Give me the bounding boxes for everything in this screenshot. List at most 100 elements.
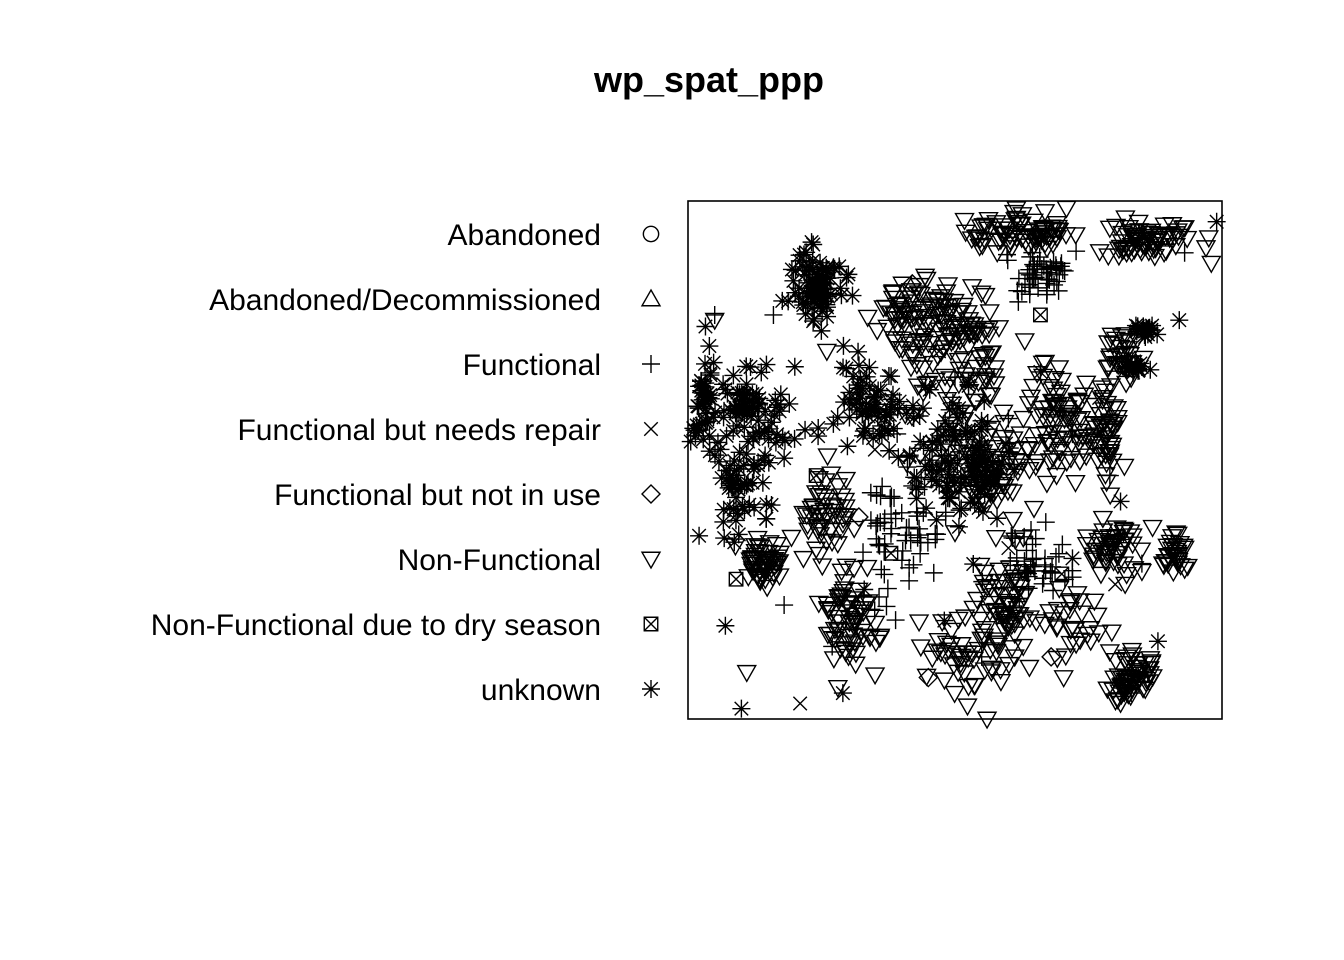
asterisk-point	[729, 480, 748, 499]
circle-legend-symbol	[642, 225, 660, 243]
plus-point	[1100, 466, 1119, 485]
triangle-down-point	[962, 645, 983, 664]
legend-label: Functional but needs repair	[237, 414, 601, 447]
triangle-down-point	[1195, 240, 1217, 259]
triangle-down-point	[810, 485, 832, 504]
asterisk-point	[817, 295, 836, 314]
triangle-down-point	[851, 623, 872, 642]
asterisk-point	[782, 260, 801, 279]
triangle-down-point	[1046, 453, 1068, 472]
triangle-down-point	[1168, 551, 1189, 570]
triangle-down-point	[1133, 238, 1155, 256]
asterisk-point	[696, 388, 715, 407]
triangle-down-point	[973, 628, 995, 647]
asterisk-point	[734, 456, 753, 475]
triangle-down-point	[982, 470, 1004, 489]
triangle-down-point	[961, 316, 982, 335]
asterisk-point	[770, 402, 789, 421]
diamond-legend-symbol	[641, 484, 661, 504]
triangle-down-point	[1098, 248, 1119, 267]
triangle-down-point	[981, 660, 1003, 679]
triangle-down-point	[888, 296, 910, 315]
triangle-down-point	[1049, 581, 1070, 599]
plus-point	[1025, 562, 1044, 581]
asterisk-point	[835, 393, 854, 412]
triangle-down-point	[1120, 524, 1141, 543]
triangle-down-point	[1111, 329, 1133, 347]
triangle-down-point	[974, 662, 995, 681]
asterisk-point	[727, 416, 746, 435]
triangle-down-point	[987, 245, 1008, 264]
triangle-down-point	[909, 333, 930, 352]
triangle-down-point	[1142, 669, 1163, 688]
triangle-down-point	[1107, 556, 1129, 575]
asterisk-point	[729, 525, 748, 544]
plus-point	[908, 528, 927, 547]
asterisk-point	[721, 401, 740, 420]
triangle-down-point	[960, 453, 982, 472]
triangle-down-point	[970, 557, 991, 576]
triangle-down-point	[1092, 510, 1114, 529]
asterisk-point	[913, 399, 932, 418]
asterisk-point	[861, 398, 880, 417]
triangle-down-point	[1047, 650, 1068, 669]
triangle-down-point	[1101, 538, 1123, 557]
triangle-down-point	[835, 471, 857, 490]
asterisk-point	[927, 510, 946, 529]
triangle-down-point	[975, 372, 997, 391]
asterisk-point	[950, 399, 969, 418]
asterisk-point	[876, 403, 895, 422]
asterisk-point	[920, 380, 939, 399]
asterisk-point	[839, 265, 858, 284]
triangle-down-point	[986, 604, 1008, 623]
triangle-down-point	[1065, 475, 1086, 493]
asterisk-point	[801, 287, 820, 306]
plus-point	[881, 489, 900, 508]
asterisk-point	[725, 533, 744, 552]
triangle-down-point	[880, 305, 902, 324]
triangle-down-point	[976, 448, 997, 467]
triangle-down-point	[1115, 210, 1136, 229]
asterisk-point	[950, 501, 969, 520]
triangle-down-point	[833, 574, 855, 592]
plus-point	[926, 530, 945, 549]
asterisk-point	[834, 336, 853, 355]
asterisk-point	[914, 435, 933, 454]
triangle-down-point	[1023, 213, 1044, 232]
triangle-down-point	[980, 387, 1002, 406]
triangle-down-point	[954, 212, 975, 231]
asterisk-point	[872, 416, 891, 435]
triangle-down-point	[842, 591, 863, 610]
asterisk-point	[716, 380, 735, 399]
triangle-down-point	[1080, 621, 1101, 639]
triangle-down-point	[910, 339, 932, 358]
triangle-down-point	[1000, 609, 1021, 628]
triangle-down-point	[803, 498, 824, 517]
triangle-down-point	[1099, 447, 1120, 466]
triangle-down-point	[1067, 412, 1088, 431]
asterisk-point	[735, 476, 754, 495]
triangle-down-point	[844, 614, 865, 633]
plus-point	[871, 487, 890, 506]
asterisk-point	[759, 453, 778, 472]
asterisk-point	[978, 413, 997, 432]
plus-point	[1040, 270, 1059, 289]
asterisk-point	[817, 258, 836, 277]
triangle-down-point	[797, 517, 818, 536]
asterisk-point	[793, 293, 812, 312]
asterisk-point	[737, 357, 756, 376]
triangle-down-point	[969, 231, 991, 250]
asterisk-point	[806, 277, 825, 296]
plus-point	[1041, 562, 1060, 581]
triangle-down-point	[957, 305, 978, 323]
asterisk-point	[694, 430, 713, 449]
triangle-down-point	[1155, 243, 1177, 262]
asterisk-point	[724, 500, 743, 519]
asterisk-point	[1119, 352, 1138, 371]
triangle-down-point	[955, 438, 976, 457]
triangle-down-point	[948, 352, 970, 371]
triangle-down-point	[916, 345, 938, 364]
triangle-down-point	[759, 535, 780, 554]
asterisk-point	[1131, 354, 1150, 373]
asterisk-point	[696, 413, 715, 432]
